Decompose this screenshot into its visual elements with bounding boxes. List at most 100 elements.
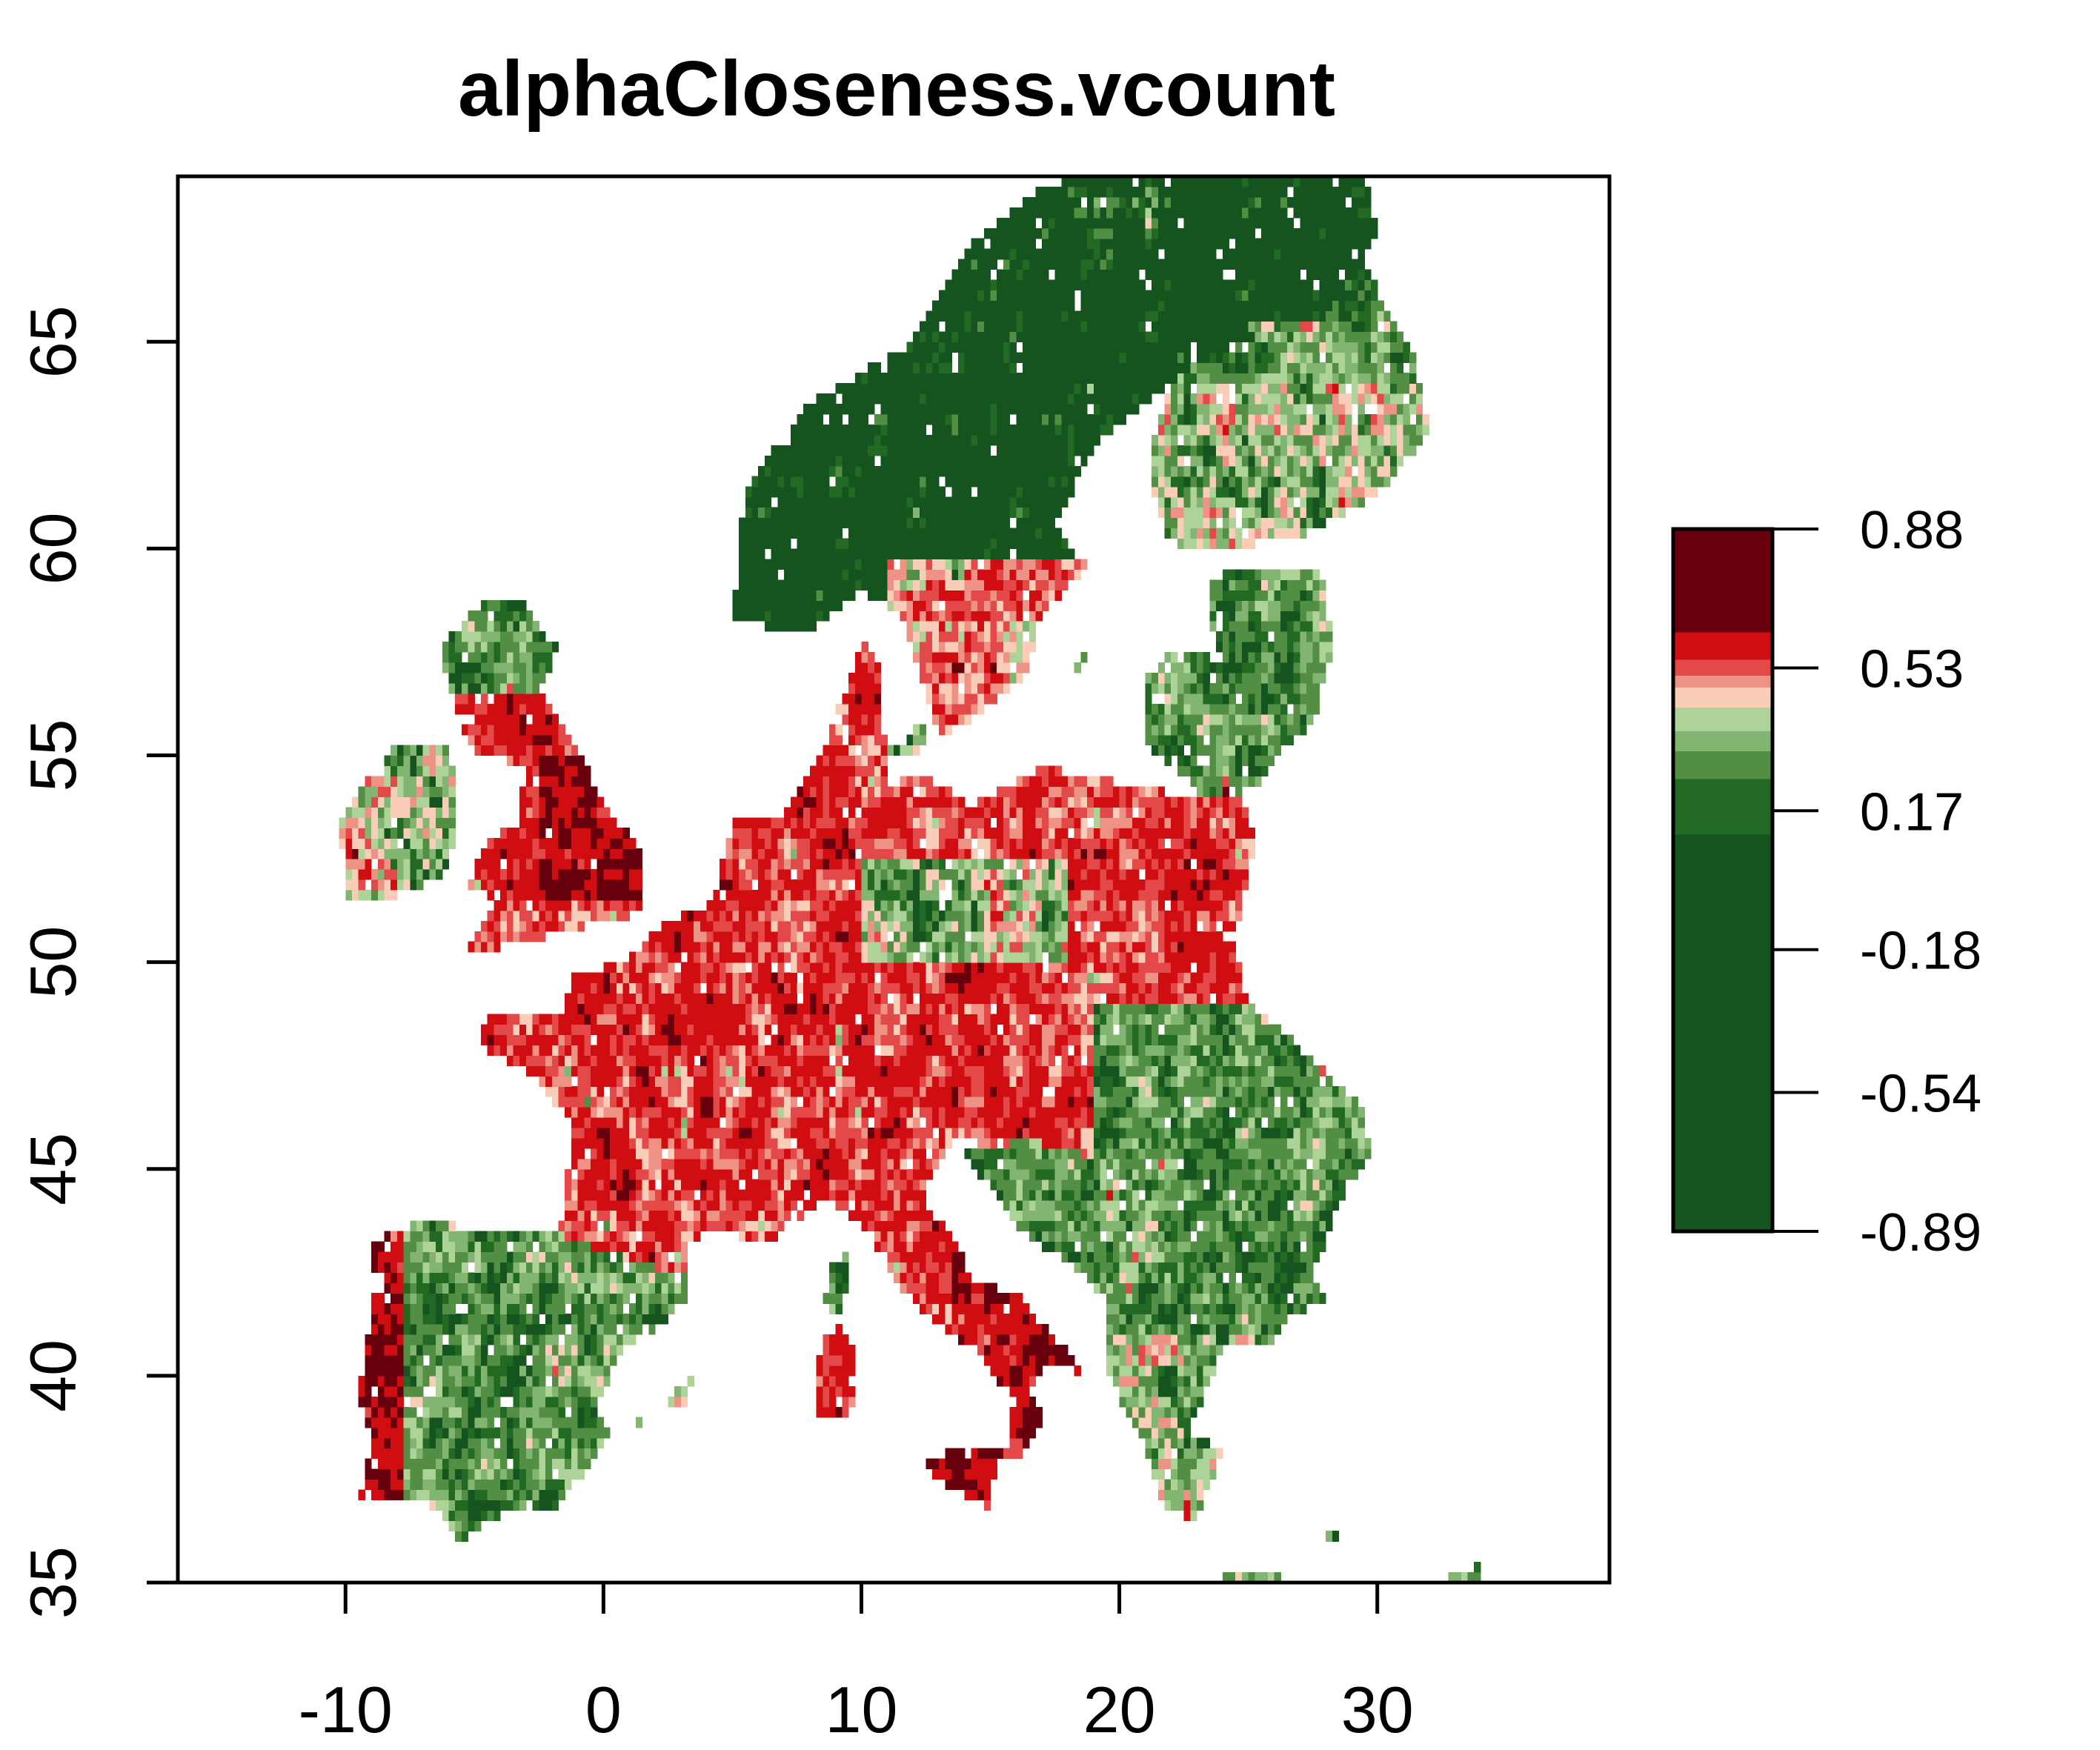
map-cell <box>1126 1158 1133 1170</box>
map-cell <box>1190 1479 1197 1490</box>
map-cell <box>990 1158 997 1170</box>
map-cell <box>790 1179 798 1191</box>
map-cell <box>874 1200 882 1211</box>
map-cell <box>1261 1127 1269 1139</box>
map-cell <box>868 951 875 963</box>
map-cell <box>694 982 701 994</box>
map-cell <box>365 1406 372 1418</box>
map-cell <box>1171 1272 1178 1283</box>
map-cell <box>391 1262 398 1273</box>
map-cell <box>874 1014 882 1025</box>
map-cell <box>1255 1065 1262 1077</box>
map-cell <box>1248 1137 1255 1149</box>
map-cell <box>906 1117 914 1128</box>
map-cell <box>1222 972 1230 984</box>
map-cell <box>809 982 817 994</box>
map-cell <box>481 1262 488 1273</box>
map-cell <box>558 1355 565 1366</box>
map-cell <box>558 1324 565 1335</box>
map-cell <box>1164 1314 1172 1325</box>
map-cell <box>1100 1024 1107 1035</box>
map-cell <box>635 1107 643 1118</box>
map-cell <box>1255 1107 1262 1118</box>
map-cell <box>1112 1262 1120 1273</box>
map-cell <box>468 1334 475 1345</box>
map-cell <box>919 1200 927 1211</box>
map-cell <box>422 1437 430 1449</box>
map-cell <box>938 1065 946 1077</box>
map-cell <box>513 1034 520 1045</box>
map-cell <box>648 1045 656 1056</box>
map-cell <box>829 1024 837 1035</box>
map-cell <box>971 1003 978 1015</box>
map-cell <box>784 1034 791 1045</box>
map-cell <box>661 1220 668 1232</box>
map-cell <box>1177 1024 1185 1035</box>
map-cell <box>539 1427 546 1439</box>
map-cell <box>1119 982 1126 994</box>
map-cell <box>983 1303 991 1314</box>
map-cell <box>551 1365 559 1377</box>
map-cell <box>1048 1107 1056 1118</box>
map-cell <box>1177 1406 1185 1418</box>
map-cell <box>1126 1189 1133 1201</box>
map-cell <box>938 1003 946 1015</box>
map-cell <box>1054 1086 1062 1097</box>
map-cell <box>403 1262 411 1273</box>
map-cell <box>887 1107 894 1118</box>
map-cell <box>713 1179 720 1191</box>
map-cell <box>474 1396 482 1408</box>
map-cell <box>416 1448 424 1460</box>
map-cell <box>823 1168 830 1180</box>
map-cell <box>661 1282 668 1294</box>
map-cell <box>1164 1137 1172 1149</box>
map-cell <box>1074 972 1081 984</box>
map-cell <box>1138 1324 1146 1335</box>
map-cell <box>1183 1417 1191 1428</box>
map-cell <box>481 1303 488 1314</box>
map-cell <box>468 1293 475 1304</box>
map-cell <box>674 1231 682 1242</box>
map-cell <box>442 1272 450 1283</box>
map-cell <box>1164 1097 1172 1108</box>
map-cell <box>494 1262 501 1273</box>
map-cell <box>1235 1107 1243 1118</box>
map-cell <box>1029 1127 1037 1139</box>
map-cell <box>1235 1065 1243 1077</box>
map-cell <box>958 1076 966 1087</box>
map-cell <box>571 1137 579 1149</box>
map-cell <box>481 1272 488 1283</box>
map-cell <box>990 1137 997 1149</box>
map-cell <box>842 1024 849 1035</box>
map-cell <box>436 1262 443 1273</box>
map-cell <box>945 1117 952 1128</box>
map-cell <box>1048 993 1056 1005</box>
map-cell <box>1241 1282 1249 1294</box>
map-cell <box>1197 1034 1204 1045</box>
map-cell <box>1197 1055 1204 1066</box>
map-cell <box>545 1014 553 1025</box>
map-cell <box>1280 1045 1288 1056</box>
map-cell <box>983 1107 991 1118</box>
map-cell <box>1126 972 1133 984</box>
map-cells <box>339 176 1481 1583</box>
map-cell <box>1061 1189 1069 1201</box>
map-cell <box>868 982 875 994</box>
map-cell <box>1157 1406 1166 1418</box>
map-cell <box>894 962 901 974</box>
map-cell <box>823 1003 830 1015</box>
map-cell <box>655 1251 662 1262</box>
map-cell <box>700 1117 708 1128</box>
map-cell <box>1248 1314 1255 1325</box>
map-cell <box>603 1097 611 1108</box>
map-cell <box>668 972 675 984</box>
map-cell <box>758 1014 765 1025</box>
map-cell <box>1364 1137 1372 1149</box>
map-cell <box>474 941 482 953</box>
map-cell <box>887 982 894 994</box>
map-cell <box>661 1293 668 1304</box>
map-cell <box>571 1365 579 1377</box>
map-cell <box>532 1396 539 1408</box>
map-cell <box>565 1065 572 1077</box>
map-cell <box>1267 1262 1275 1273</box>
